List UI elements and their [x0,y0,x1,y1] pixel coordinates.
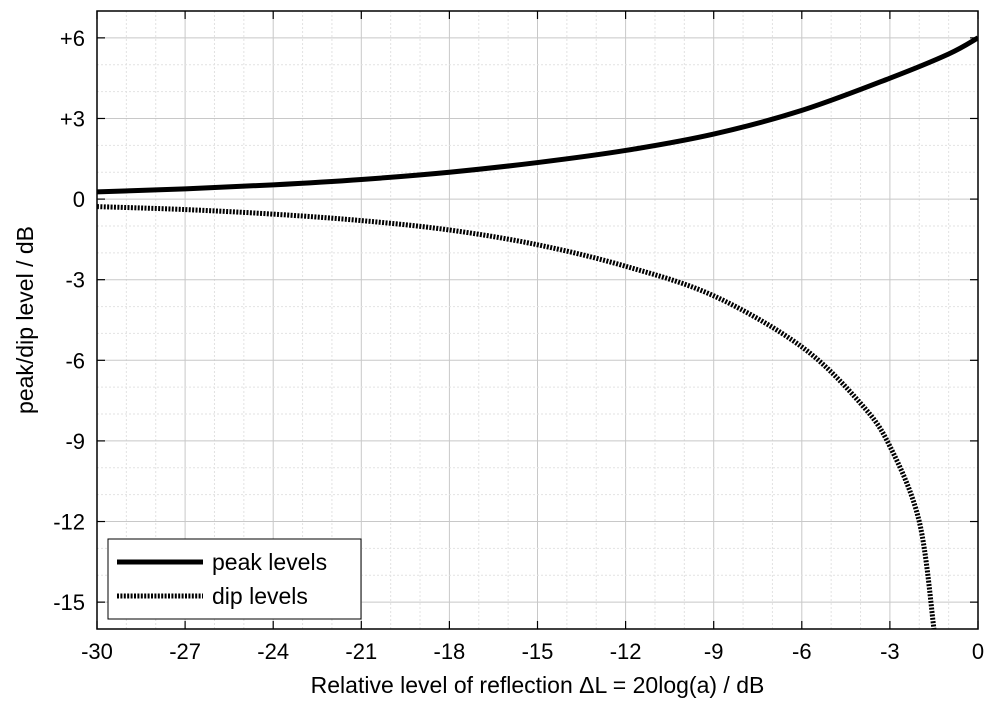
x-tick-label: -6 [792,639,812,664]
x-tick-label: -24 [257,639,289,664]
x-tick-label: -15 [522,639,554,664]
x-tick-label: -12 [610,639,642,664]
y-tick-label: -12 [53,510,85,535]
legend-label-dip-levels: dip levels [212,583,308,609]
legend: peak levels dip levels [107,538,362,620]
y-tick-label: +6 [60,26,85,51]
x-tick-label: 0 [972,639,984,664]
y-axis-ticks: +6 +3 0 -3 -6 -9 -12 -15 [53,26,978,615]
x-tick-label: -3 [880,639,900,664]
x-axis-label: Relative level of reflection ΔL = 20log(… [311,672,765,698]
y-tick-label: -15 [53,590,85,615]
legend-label-peak-levels: peak levels [212,549,327,575]
y-tick-label: -3 [65,268,85,293]
series-line-peak-levels [97,35,978,195]
y-tick-label: 0 [73,187,85,212]
grid [96,10,979,630]
x-tick-label: -21 [345,639,377,664]
x-tick-label: -30 [81,639,113,664]
x-axis-ticks: -30 -27 -24 -21 -18 -15 -12 -9 -6 -3 0 [81,11,984,664]
y-tick-label: -9 [65,429,85,454]
y-tick-label: -6 [65,348,85,373]
y-tick-label: +3 [60,106,85,131]
x-tick-label: -18 [434,639,466,664]
legend-box [107,538,362,620]
x-tick-label: -27 [169,639,201,664]
x-tick-label: -9 [704,639,724,664]
y-axis-label: peak/dip level / dB [12,226,38,414]
plot-series [97,35,978,629]
